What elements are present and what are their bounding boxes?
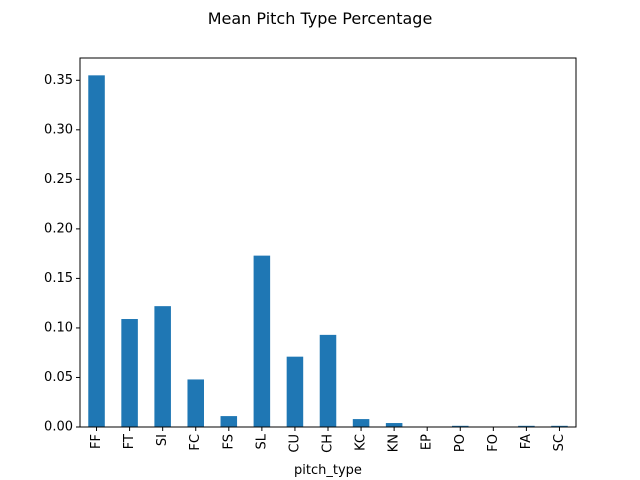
- bar-fc: [187, 379, 204, 427]
- bar-ff: [88, 75, 105, 427]
- x-tick-label: SC: [552, 434, 567, 451]
- x-tick-label: SI: [155, 434, 170, 446]
- x-axis-ticks: FF FT SI FC FS SL CU CH KC KN EP PO FO FA SC: [89, 427, 567, 453]
- x-tick-label: FF: [89, 434, 104, 449]
- bar-fs: [220, 416, 238, 427]
- bar-fa: [518, 425, 535, 427]
- x-tick-label: KC: [354, 434, 369, 451]
- y-tick-label: 0.05: [44, 370, 73, 385]
- bar-si: [154, 306, 171, 427]
- bar-kc: [352, 419, 370, 427]
- x-tick-label: FC: [188, 434, 203, 451]
- x-axis-label: pitch_type: [294, 463, 362, 478]
- chart-title: Mean Pitch Type Percentage: [208, 9, 433, 28]
- y-tick-label: 0.00: [44, 420, 73, 435]
- bar-cu: [286, 356, 304, 427]
- bar-sc: [551, 425, 568, 427]
- y-tick-label: 0.30: [44, 122, 73, 137]
- x-tick-label: FA: [519, 434, 534, 449]
- x-tick-label: CH: [321, 434, 336, 453]
- bar-po: [452, 425, 469, 427]
- y-tick-label: 0.25: [44, 172, 73, 187]
- x-tick-label: EP: [420, 434, 435, 450]
- x-tick-label: KN: [387, 434, 402, 452]
- bars-group: [88, 75, 568, 427]
- x-tick-label: SL: [254, 433, 269, 449]
- bar-kn: [385, 423, 403, 427]
- y-tick-label: 0.10: [44, 320, 73, 335]
- bar-ch: [319, 334, 337, 427]
- y-tick-label: 0.15: [44, 271, 73, 286]
- x-tick-label: FS: [221, 434, 236, 450]
- bar-sl: [253, 255, 271, 427]
- y-tick-label: 0.35: [44, 73, 73, 88]
- plot-area: FF FT SI FC FS SL CU CH KC KN EP PO FO FA SC 0.000.050…: [44, 57, 577, 453]
- y-axis-ticks: 0.00 0.05 0.10 0.15 0.20 0.25 0.30 0.35: [44, 73, 80, 435]
- x-tick-label: FT: [122, 434, 137, 449]
- bar-ft: [121, 319, 138, 427]
- x-tick-label: FO: [486, 434, 501, 452]
- x-tick-label: CU: [287, 434, 302, 453]
- x-tick-label: PO: [453, 434, 468, 452]
- y-tick-label: 0.20: [44, 221, 73, 236]
- axes-frame: [79, 57, 577, 428]
